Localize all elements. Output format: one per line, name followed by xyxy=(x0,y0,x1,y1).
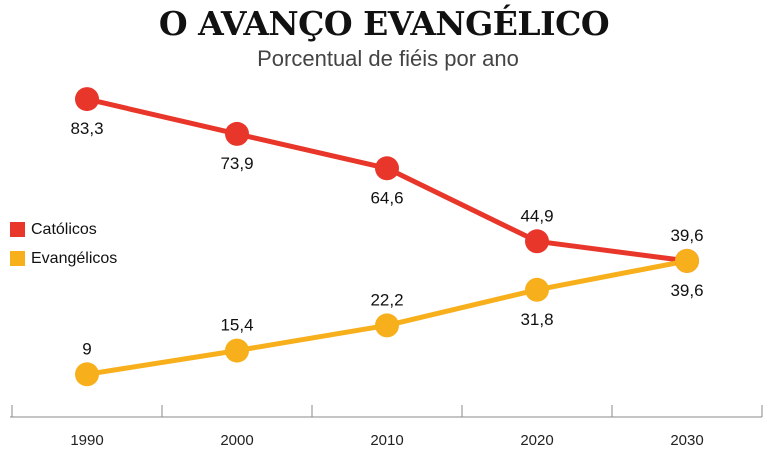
data-label-evangelicos-2000: 15,4 xyxy=(220,316,253,335)
data-point-evangelicos-2000 xyxy=(225,338,249,363)
legend-label-catolicos: Católicos xyxy=(31,220,97,238)
data-label-catolicos-2010: 64,6 xyxy=(370,188,403,207)
x-tick-label-2020: 2020 xyxy=(520,432,553,449)
data-label-catolicos-1990: 83,3 xyxy=(70,119,103,138)
x-tick-label-2010: 2010 xyxy=(370,432,403,449)
x-tick-label-2030: 2030 xyxy=(670,432,703,449)
data-label-catolicos-2000: 73,9 xyxy=(220,154,253,173)
data-point-catolicos-2010 xyxy=(375,156,399,181)
x-tick-label-1990: 1990 xyxy=(70,432,103,449)
data-label-evangelicos-2020: 31,8 xyxy=(520,310,553,329)
data-point-evangelicos-2030 xyxy=(675,248,699,273)
data-label-evangelicos-2030: 39,6 xyxy=(670,281,703,300)
data-point-catolicos-2000 xyxy=(225,121,249,146)
data-point-evangelicos-2010 xyxy=(375,313,399,338)
x-tick-label-2000: 2000 xyxy=(220,432,253,449)
legend-swatch-evangelicos xyxy=(10,251,25,266)
chart-subtitle: Porcentual de fiéis por ano xyxy=(257,46,519,71)
legend-swatch-catolicos xyxy=(10,222,25,237)
data-label-catolicos-2020: 44,9 xyxy=(520,206,553,225)
legend: Católicos Evangélicos xyxy=(10,215,117,273)
chart-title: O AVANÇO EVANGÉLICO xyxy=(158,4,610,43)
data-point-evangelicos-1990 xyxy=(75,362,99,387)
data-label-evangelicos-2010: 22,2 xyxy=(370,290,403,309)
legend-item-catolicos: Católicos xyxy=(10,215,117,244)
data-point-catolicos-2020 xyxy=(525,229,549,254)
data-point-evangelicos-2020 xyxy=(525,277,549,302)
legend-item-evangelicos: Evangélicos xyxy=(10,244,117,273)
data-label-catolicos-2030: 39,6 xyxy=(670,226,703,245)
legend-label-evangelicos: Evangélicos xyxy=(31,249,118,267)
data-point-catolicos-1990 xyxy=(75,87,99,112)
data-label-evangelicos-1990: 9 xyxy=(82,339,91,358)
